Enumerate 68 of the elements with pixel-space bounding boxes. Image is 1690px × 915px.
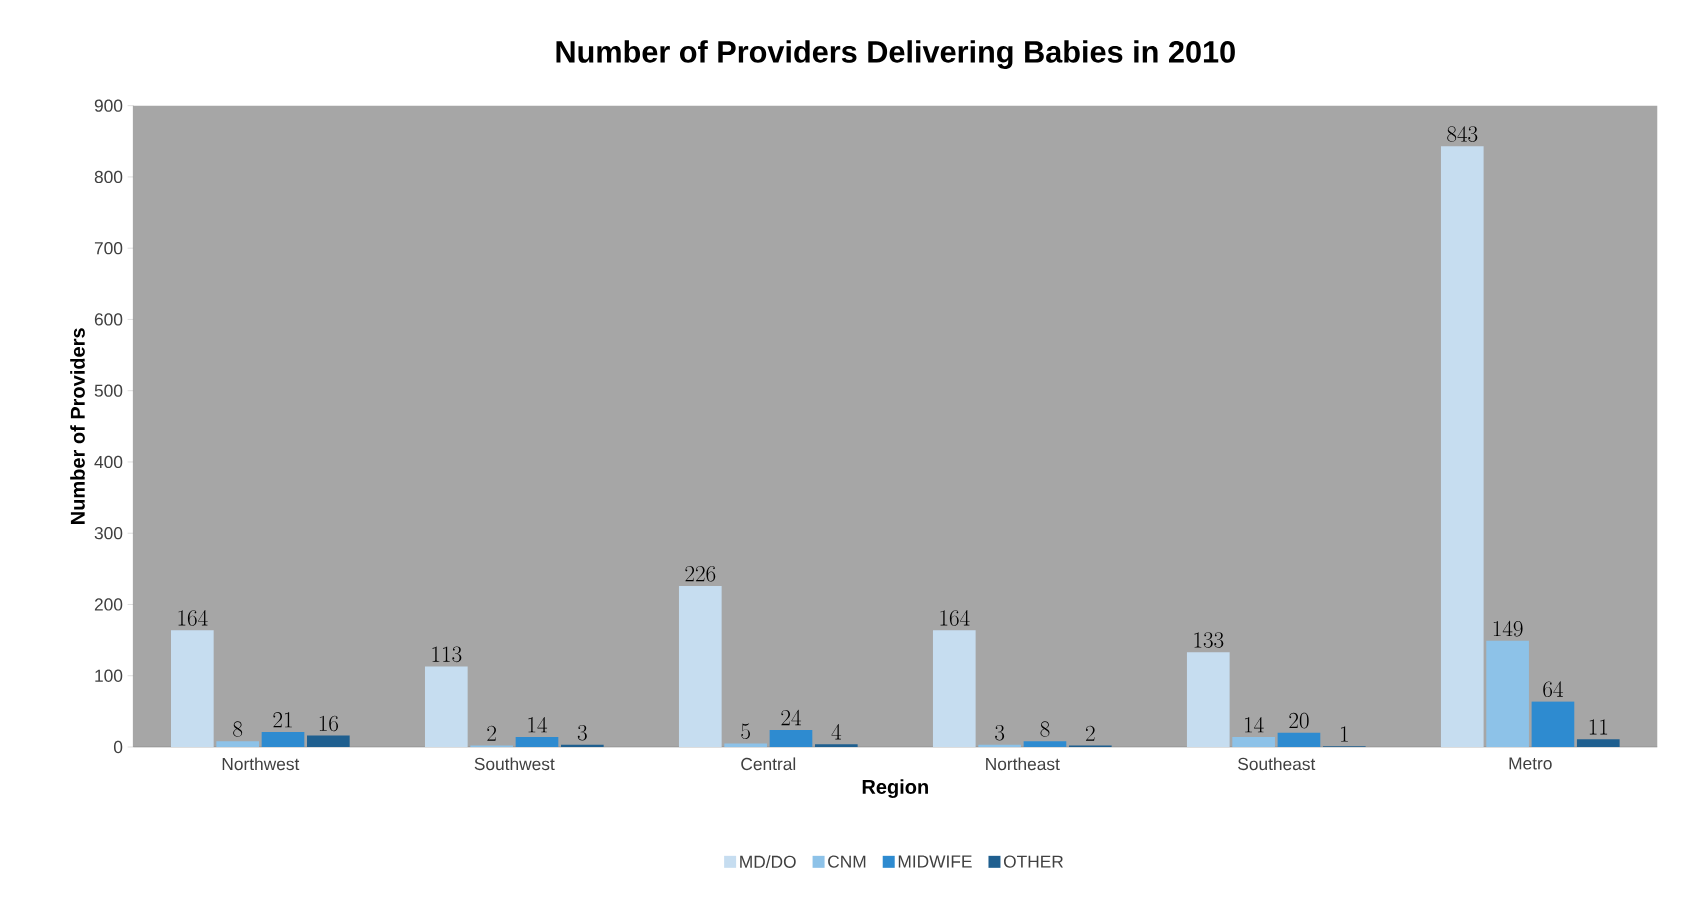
data-label: 164 [940,610,970,626]
data-label: 3 [995,724,1005,741]
x-tick-label: Southeast [1238,757,1316,771]
bar [1440,146,1484,747]
bar [678,585,722,747]
x-tick-label: Northeast [986,757,1060,771]
y-tick-label: 500 [94,384,123,397]
y-tick-label: 400 [94,455,123,469]
data-label: 8 [1040,721,1050,737]
x-tick-label: Metro [1509,757,1552,770]
data-label: 3 [577,724,587,741]
data-label: 24 [781,709,802,726]
legend-label: OTHER [1003,855,1064,868]
x-tick-label: Northwest [222,757,300,771]
data-label: 843 [1447,126,1478,142]
bar [814,744,858,747]
legend-label: CNM [828,855,866,868]
data-label: 4 [831,724,842,740]
data-label: 14 [528,716,548,733]
data-label: 14 [1245,716,1264,733]
data-label: 11 [1589,719,1608,735]
bar [261,732,305,747]
data-label: 149 [1493,620,1523,637]
data-label: 5 [741,723,750,740]
data-label: 2 [487,725,496,741]
bar [307,735,350,747]
bar [1576,739,1620,747]
y-tick-label: 100 [95,669,123,682]
y-tick-label: 700 [94,242,123,255]
bar [932,630,976,747]
bar [1486,640,1529,747]
bar [1023,741,1067,747]
legend-label: MIDWIFE [898,855,972,868]
y-tick-label: 800 [94,170,123,184]
chart-title: Number of Providers Delivering Babies in 2010 [556,40,1235,69]
x-tick-label: Southwest [474,757,555,771]
y-tick-label: 300 [94,527,123,540]
data-label: 8 [233,721,243,737]
x-tick-label: Central [741,757,796,771]
data-label: 133 [1194,632,1224,648]
data-label: 21 [273,712,292,728]
y-tick-label: 900 [94,99,123,112]
bar [1232,737,1275,747]
data-label: 16 [319,715,338,732]
data-label: 226 [685,566,716,582]
y-axis-title: Number of Providers [70,328,85,524]
y-tick-label: 200 [94,598,123,611]
y-tick-label: 600 [94,313,123,326]
bar [724,743,767,747]
x-axis-title: Region [862,779,928,799]
bar [424,666,468,747]
bar [1277,732,1321,747]
bar [1531,701,1575,747]
bar [515,737,559,747]
bar [769,729,813,747]
data-label: 113 [432,646,462,663]
bar [1186,652,1230,747]
data-label: 1 [1341,726,1348,742]
data-label: 64 [1543,681,1564,698]
data-label: 20 [1289,712,1309,729]
y-tick-label: 0 [113,740,123,754]
bar [216,741,259,747]
legend-label: MD/DO [740,855,796,868]
bar [978,744,1021,747]
bar [171,630,214,747]
data-label: 2 [1085,725,1095,741]
bar [560,744,604,747]
data-label: 164 [178,610,208,626]
